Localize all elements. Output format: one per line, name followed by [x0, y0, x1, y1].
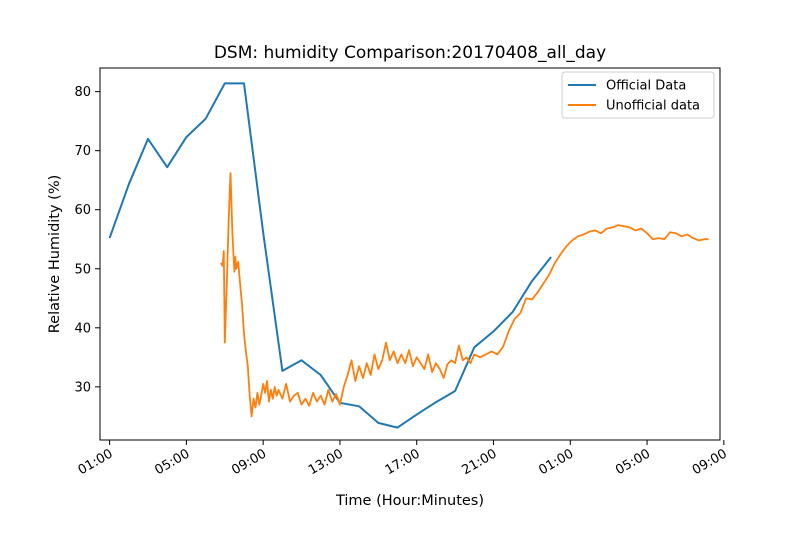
y-tick-label: 40: [74, 321, 91, 336]
y-tick-label: 50: [74, 262, 91, 277]
plot-area: [108, 82, 709, 429]
y-tick-label: 60: [74, 203, 91, 218]
y-tick-label: 80: [74, 85, 91, 100]
plot-frame: [99, 67, 721, 441]
y-tick-label: 30: [74, 380, 91, 395]
y-tick-label: 70: [74, 144, 91, 159]
legend: Official Data Unofficial data: [561, 71, 715, 119]
legend-label-2: Unofficial data: [606, 99, 700, 114]
legend-box: [561, 71, 715, 119]
series-line-1: [108, 82, 552, 429]
series-line-2: [220, 172, 709, 418]
chart-title: DSM: humidity Comparison:20170408_all_da…: [214, 43, 606, 63]
y-axis-title: Relative Humidity (%): [47, 175, 63, 334]
legend-label-1: Official Data: [606, 79, 686, 94]
x-axis-title: Time (Hour:Minutes): [335, 493, 484, 509]
